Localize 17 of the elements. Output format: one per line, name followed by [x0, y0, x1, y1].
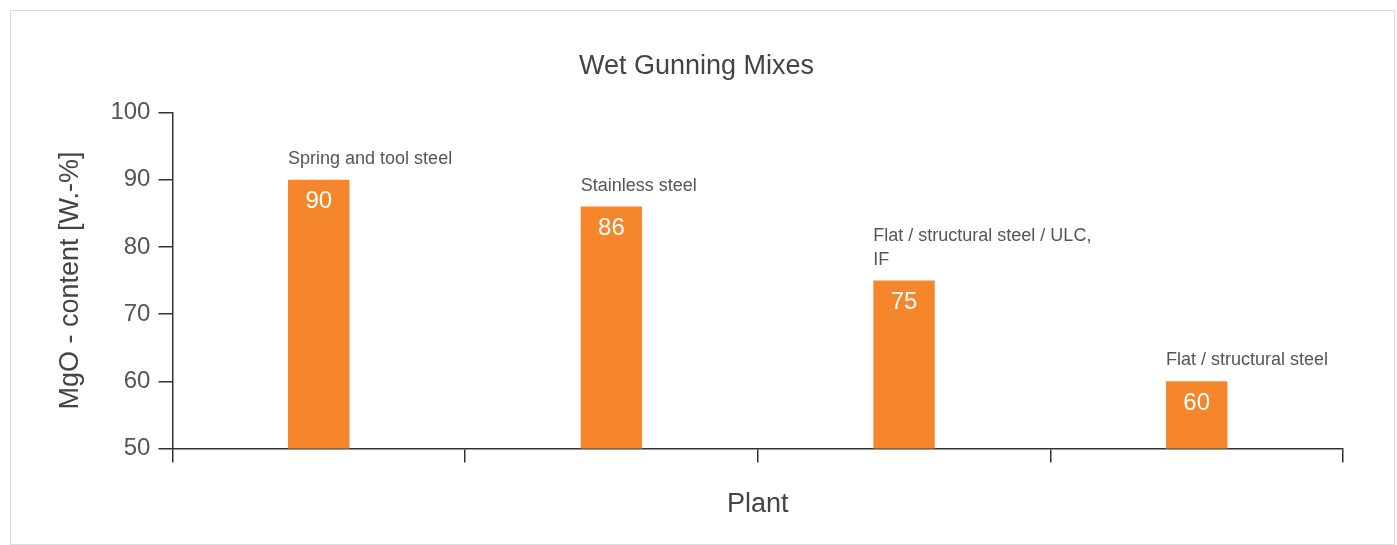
- y-tick-label: 80: [123, 231, 151, 259]
- y-tick-label: 60: [123, 365, 151, 393]
- x-tick-label: Spring and tool steel: [288, 147, 453, 168]
- x-axis-title: Plant: [726, 488, 789, 519]
- x-tick-label: Flat / structural steel / ULC, IF: [873, 224, 1092, 269]
- data-label: 60: [1183, 387, 1211, 415]
- y-tick-label: 90: [123, 164, 151, 192]
- chart-title: Wet Gunning Mixes: [578, 49, 815, 80]
- x-tick-label: Flat / structural steel: [1165, 349, 1329, 370]
- data-label: 90: [305, 186, 333, 214]
- data-label: 75: [890, 287, 918, 315]
- y-tick-label: 50: [123, 433, 151, 461]
- y-axis-title: MgO - content [W.-%]: [53, 151, 84, 410]
- y-tick-label: 70: [123, 298, 151, 326]
- x-tick-label: Stainless steel: [580, 174, 697, 195]
- y-tick-label: 100: [110, 97, 151, 125]
- data-label: 86: [598, 213, 625, 241]
